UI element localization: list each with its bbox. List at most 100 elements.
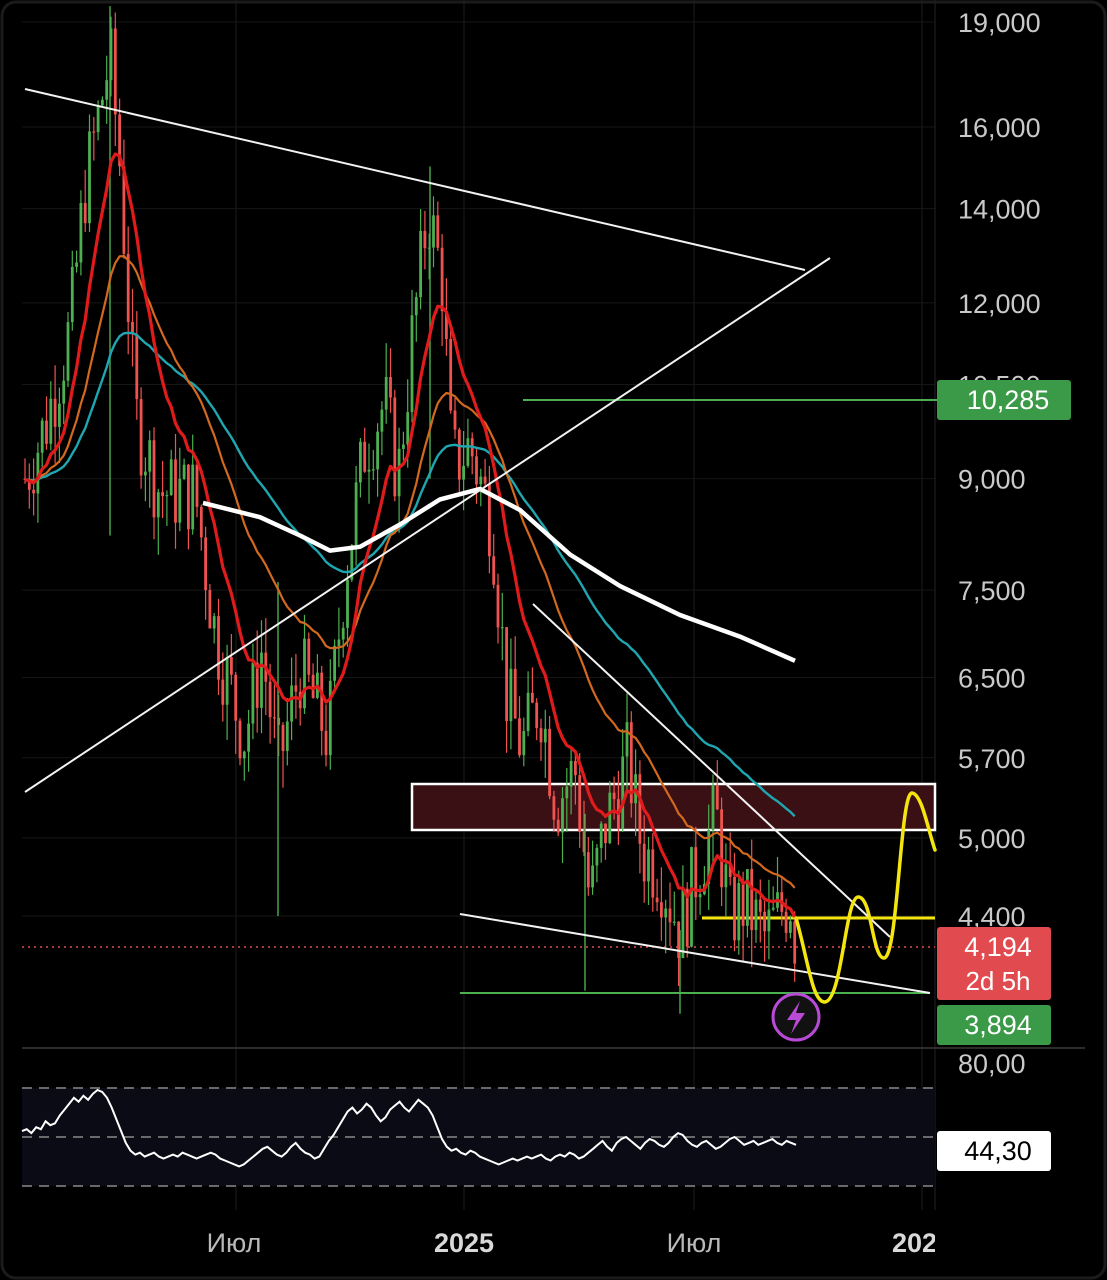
candle-body [96,105,100,133]
ema-mid-line [24,255,796,889]
candle-body [187,464,190,530]
candle-body [337,639,341,646]
candle-body [565,786,569,799]
candle-body [754,899,758,931]
candle-body [462,465,465,480]
candle-body [281,724,285,751]
candle-body [27,479,31,490]
candle-body [608,792,612,844]
candle-body [251,662,255,724]
candle-body [419,230,422,298]
candle-body [45,420,48,444]
candle-body [152,440,156,518]
candle-body [290,685,293,722]
candle-body [784,911,788,933]
trend-line [459,913,931,994]
candle-body [629,722,633,804]
candle-body [195,464,199,507]
candle-body [118,114,121,167]
candle-body [423,230,427,249]
time-axis-labels: Июл 2025 Июл 2026 [207,1228,935,1258]
candle-body [432,215,435,248]
candle-body [406,412,410,445]
candle-body [750,869,754,931]
candle-body [79,202,83,263]
candle-body [436,215,440,248]
candle-body [707,829,711,884]
candle-body [660,902,663,918]
candle-body [505,627,508,722]
lightning-icon[interactable] [771,992,821,1042]
trend-line [532,603,891,938]
candlesticks [23,6,797,1014]
oscillator-upper-label: 80,00 [958,1049,1026,1079]
candle-body [737,883,741,941]
candle-body [191,464,195,530]
candle-body [350,545,354,580]
candle-body [569,760,573,787]
candle-body [70,266,74,323]
candle-body [449,338,453,411]
candle-body [621,756,625,829]
candle-body [242,751,246,759]
candle-body [212,616,216,629]
candle-body [182,464,186,479]
candle-body [333,645,336,681]
candle-body [66,322,70,381]
candle-body [92,131,96,133]
candle-body [303,638,306,709]
candle-body [53,398,57,427]
candle-body [793,921,797,964]
candle-body [217,616,220,680]
resistance-zone-box [410,782,937,832]
candle-body [591,865,594,888]
candle-body [496,584,500,628]
candle-body [83,202,87,224]
price-tick-label: 14,000 [958,195,1041,225]
candle-body [363,441,367,472]
candle-body [341,627,345,640]
resistance-price-label: 10,285 [937,380,1071,420]
candle-body [208,590,212,629]
candle-body [204,537,207,591]
candle-body [268,681,272,718]
candle-body [58,403,61,427]
candle-body [105,80,109,100]
candle-body [638,774,642,844]
candle-body [221,679,225,705]
trend-line [24,88,806,271]
candle-body [402,444,405,449]
candle-body [320,672,324,731]
support-price-label: 3,894 [937,1005,1051,1045]
candle-body [453,410,457,430]
candle-body [556,819,560,833]
candle-body [518,718,521,756]
candle-body [677,921,680,958]
candle-body [131,321,134,335]
candle-body [75,262,78,267]
candle-body [535,702,539,729]
candle-body [371,469,375,471]
current-price-label: 4,194 2d 5h [937,927,1051,1000]
candle-body [578,775,582,832]
candle-body [767,909,771,932]
candle-body [488,483,491,557]
oscillator-value-label: 44,30 [937,1131,1051,1171]
candle-body [771,907,775,910]
candle-body [548,728,551,797]
candle-body [668,908,672,923]
candle-body [500,627,504,629]
candle-body [561,798,564,833]
candle-body [311,674,315,698]
candle-body [711,785,715,830]
candle-body [328,680,332,756]
candle-body [260,652,263,708]
resistance-zone [410,782,937,832]
candle-body [604,823,607,844]
candle-body [230,657,233,675]
candle-body [273,717,276,719]
trend-lines [24,88,931,994]
candle-body [36,452,40,494]
price-tick-label: 9,000 [958,465,1026,495]
